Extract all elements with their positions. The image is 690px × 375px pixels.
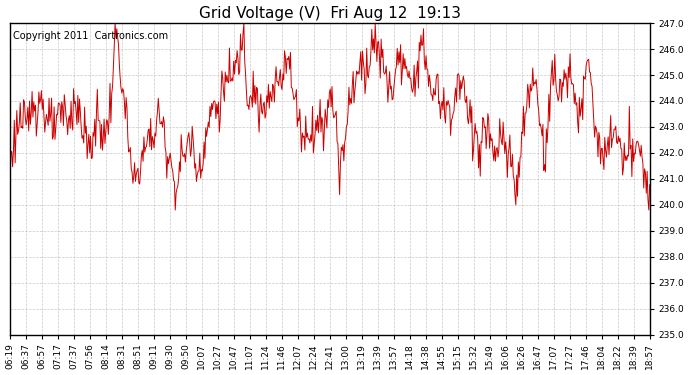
Text: Copyright 2011  Cartronics.com: Copyright 2011 Cartronics.com [13, 31, 168, 41]
Title: Grid Voltage (V)  Fri Aug 12  19:13: Grid Voltage (V) Fri Aug 12 19:13 [199, 6, 461, 21]
